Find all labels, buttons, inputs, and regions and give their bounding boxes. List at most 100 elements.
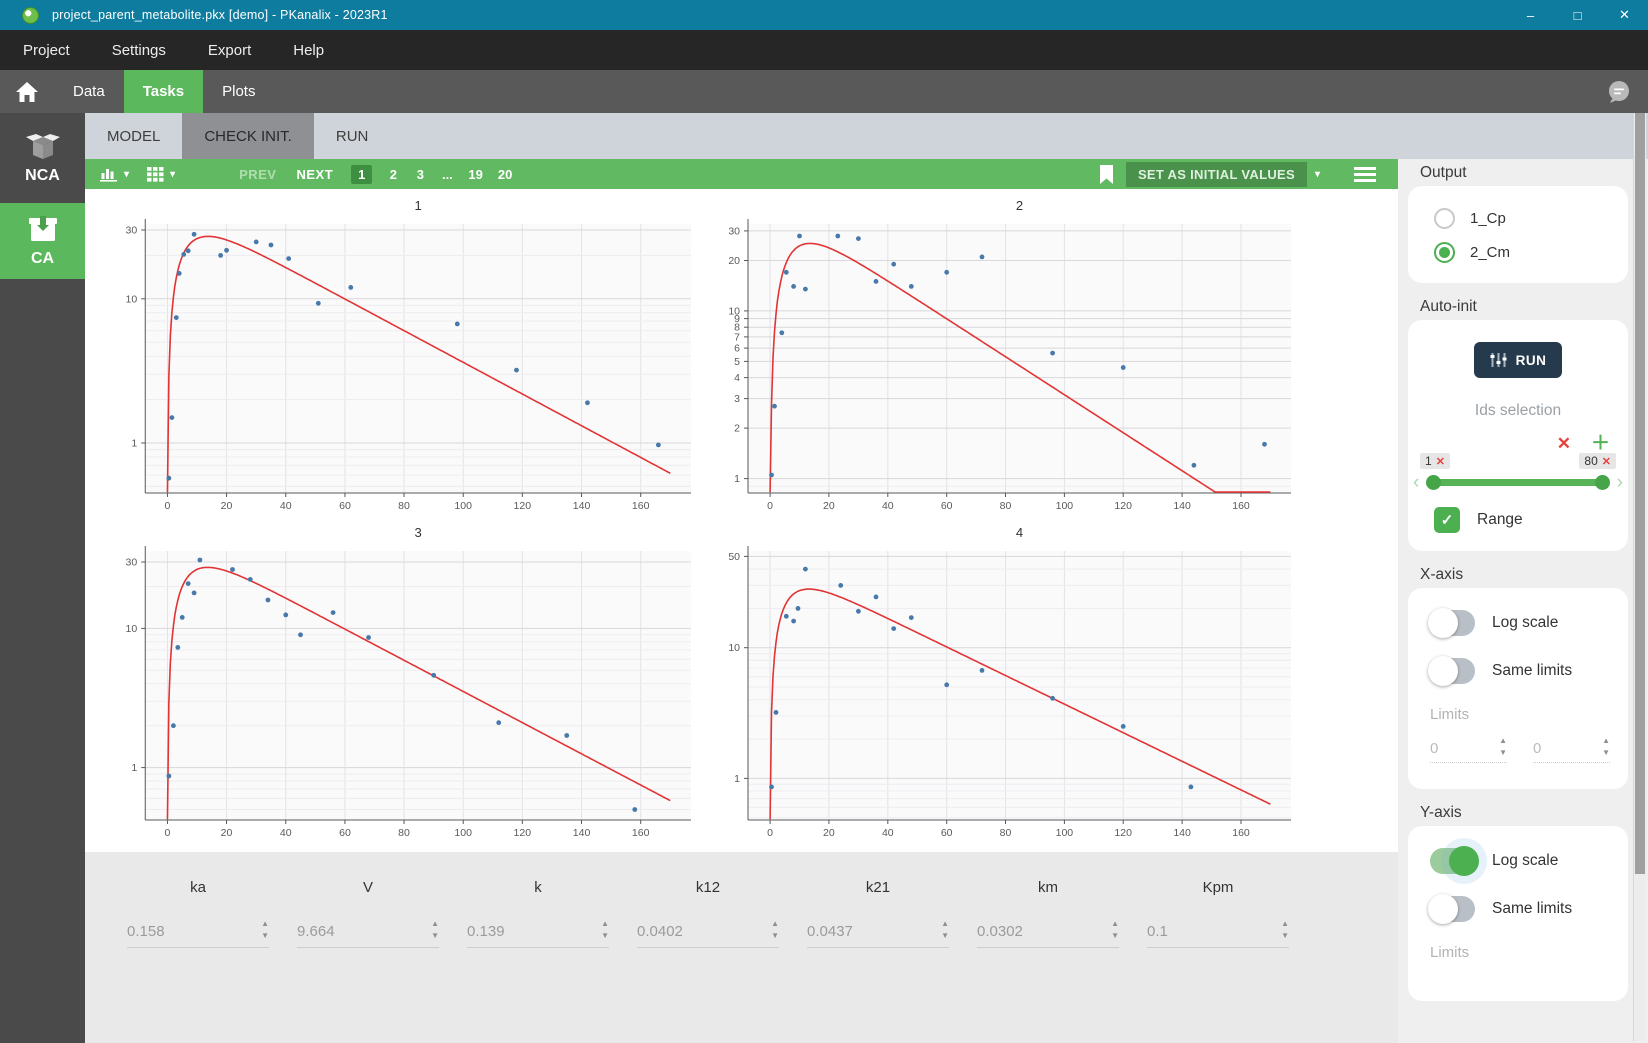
menu-hamburger-icon[interactable]	[1354, 166, 1376, 182]
tab-check-init[interactable]: CHECK INIT.	[182, 113, 314, 159]
y-same-limits-toggle[interactable]	[1428, 894, 1475, 924]
svg-text:20: 20	[221, 500, 233, 512]
spin-up-icon[interactable]: ▲	[771, 919, 779, 928]
param-input-km[interactable]: 0.0302 ▲ ▼	[977, 920, 1119, 948]
tab-data[interactable]: Data	[73, 83, 105, 100]
spin-up-icon[interactable]: ▲	[601, 919, 609, 928]
slider-track[interactable]	[1428, 479, 1608, 486]
param-label: Kpm	[1202, 879, 1234, 896]
svg-text:10: 10	[125, 293, 137, 305]
chart-2[interactable]: 1 2 3 4 5 6 7 8 9 10 20 30 0 20 40 60 80 100 120 140 160 2	[698, 194, 1298, 521]
spin-up-icon[interactable]: ▲	[261, 919, 269, 928]
close-button[interactable]: ✕	[1619, 7, 1630, 22]
spin-down-icon[interactable]: ▼	[431, 931, 439, 940]
spin-up-icon[interactable]: ▲	[1111, 919, 1119, 928]
svg-text:2: 2	[1016, 198, 1023, 213]
chevron-left-icon[interactable]: ‹	[1413, 472, 1420, 493]
param-input-ka[interactable]: 0.158 ▲ ▼	[127, 920, 269, 948]
range-max-chip[interactable]: 80 ✕	[1579, 453, 1616, 469]
page-button-20[interactable]: 20	[497, 166, 513, 182]
x-limits-label: Limits	[1430, 706, 1470, 723]
home-button[interactable]	[0, 70, 54, 113]
page-button-2[interactable]: 2	[389, 166, 397, 182]
svg-text:1: 1	[131, 438, 137, 450]
menu-export[interactable]: Export	[207, 41, 252, 59]
plot-type-dropdown[interactable]: ▾	[99, 167, 129, 182]
param-ka: ka 0.158 ▲ ▼	[113, 852, 283, 1043]
x-same-limits-toggle[interactable]	[1428, 656, 1475, 686]
spin-up-icon[interactable]: ▲	[431, 919, 439, 928]
minimize-button[interactable]: –	[1526, 7, 1535, 23]
spin-down-icon[interactable]: ▼	[1281, 931, 1289, 940]
tab-tasks[interactable]: Tasks	[123, 70, 204, 113]
param-input-kpm[interactable]: 0.1 ▲ ▼	[1147, 920, 1289, 948]
svg-text:30: 30	[125, 557, 137, 569]
param-input-k12[interactable]: 0.0402 ▲ ▼	[637, 920, 779, 948]
spin-down-icon[interactable]: ▼	[1499, 748, 1507, 757]
remove-icon[interactable]: ✕	[1601, 455, 1611, 468]
chevron-right-icon[interactable]: ›	[1616, 472, 1623, 493]
spin-down-icon[interactable]: ▼	[941, 931, 949, 940]
ids-range-slider[interactable]: ‹ ›	[1408, 473, 1628, 492]
grid-layout-dropdown[interactable]: ▾	[147, 166, 175, 182]
ids-selection-label: Ids selection	[1474, 402, 1562, 419]
y-log-scale-toggle[interactable]	[1430, 846, 1479, 876]
slider-handle-min[interactable]	[1426, 475, 1442, 490]
maximize-button[interactable]: □	[1573, 7, 1582, 23]
spin-up-icon[interactable]: ▲	[1499, 736, 1507, 745]
clear-selection-icon[interactable]: ✕	[1556, 434, 1571, 453]
page-button-1[interactable]: 1	[351, 164, 373, 184]
auto-init-run-button[interactable]: RUN	[1473, 342, 1563, 378]
spin-down-icon[interactable]: ▼	[771, 931, 779, 940]
svg-text:4: 4	[1016, 525, 1023, 540]
spin-down-icon[interactable]: ▼	[261, 931, 269, 940]
radio-icon[interactable]	[1434, 242, 1455, 263]
svg-text:80: 80	[398, 827, 410, 839]
spin-down-icon[interactable]: ▼	[1602, 748, 1610, 757]
next-page-button[interactable]: NEXT	[296, 166, 334, 182]
tab-plots[interactable]: Plots	[222, 83, 256, 100]
radio-option-2cm[interactable]: 2_Cm	[1434, 242, 1628, 263]
sidebar-item-nca[interactable]: NCA	[0, 121, 85, 197]
range-min-chip[interactable]: 1 ✕	[1420, 453, 1450, 469]
page-button-3[interactable]: 3	[416, 166, 424, 182]
menu-settings[interactable]: Settings	[111, 41, 166, 59]
x-log-scale-toggle[interactable]	[1428, 608, 1475, 638]
chart-1[interactable]: 1 10 30 0 20 40 60 80 100 120 140 160 1	[95, 194, 698, 521]
app-logo-icon	[22, 6, 39, 24]
param-input-k[interactable]: 0.139 ▲ ▼	[467, 920, 609, 948]
chart-3[interactable]: 1 10 30 0 20 40 60 80 100 120 140 160 3	[95, 521, 698, 848]
remove-icon[interactable]: ✕	[1435, 455, 1445, 468]
add-selection-icon[interactable]: ＋	[1590, 433, 1610, 454]
prev-page-button[interactable]: PREV	[239, 166, 277, 182]
spin-up-icon[interactable]: ▲	[1281, 919, 1289, 928]
menu-project[interactable]: Project	[23, 41, 70, 59]
spin-down-icon[interactable]: ▼	[1111, 931, 1119, 940]
svg-text:120: 120	[514, 500, 532, 512]
spin-up-icon[interactable]: ▲	[941, 919, 949, 928]
radio-option-1cp[interactable]: 1_Cp	[1434, 208, 1628, 229]
spin-down-icon[interactable]: ▼	[601, 931, 609, 940]
slider-handle-max[interactable]	[1594, 475, 1610, 490]
sidebar-item-label: CA	[30, 250, 55, 267]
spin-up-icon[interactable]: ▲	[1602, 736, 1610, 745]
tab-model[interactable]: MODEL	[107, 127, 161, 145]
param-km: km 0.0302 ▲ ▼	[963, 852, 1133, 1043]
page-button-19[interactable]: 19	[468, 166, 483, 182]
param-input-k21[interactable]: 0.0437 ▲ ▼	[807, 920, 949, 948]
range-checkbox-row[interactable]: ✓ Range	[1434, 507, 1628, 533]
radio-icon[interactable]	[1434, 208, 1455, 229]
x-limit-min-input[interactable]: 0 ▲ ▼	[1430, 737, 1507, 763]
scrollbar-thumb[interactable]	[1635, 113, 1645, 874]
sidebar-item-ca[interactable]: CA	[0, 203, 85, 279]
bookmark-icon[interactable]	[1099, 164, 1114, 184]
menu-help[interactable]: Help	[293, 41, 325, 59]
param-input-v[interactable]: 9.664 ▲ ▼	[297, 920, 439, 948]
chart-4[interactable]: 1 10 50 0 20 40 60 80 100 120 140 160 4	[698, 521, 1298, 848]
tab-run[interactable]: RUN	[335, 127, 369, 145]
range-checkbox[interactable]: ✓	[1434, 507, 1460, 533]
set-as-initial-values-button[interactable]: SET AS INITIAL VALUES	[1125, 161, 1307, 187]
x-limit-max-input[interactable]: 0 ▲ ▼	[1533, 737, 1610, 763]
set-initial-dropdown-caret[interactable]: ▾	[1314, 168, 1320, 180]
comment-button[interactable]	[1606, 80, 1632, 104]
